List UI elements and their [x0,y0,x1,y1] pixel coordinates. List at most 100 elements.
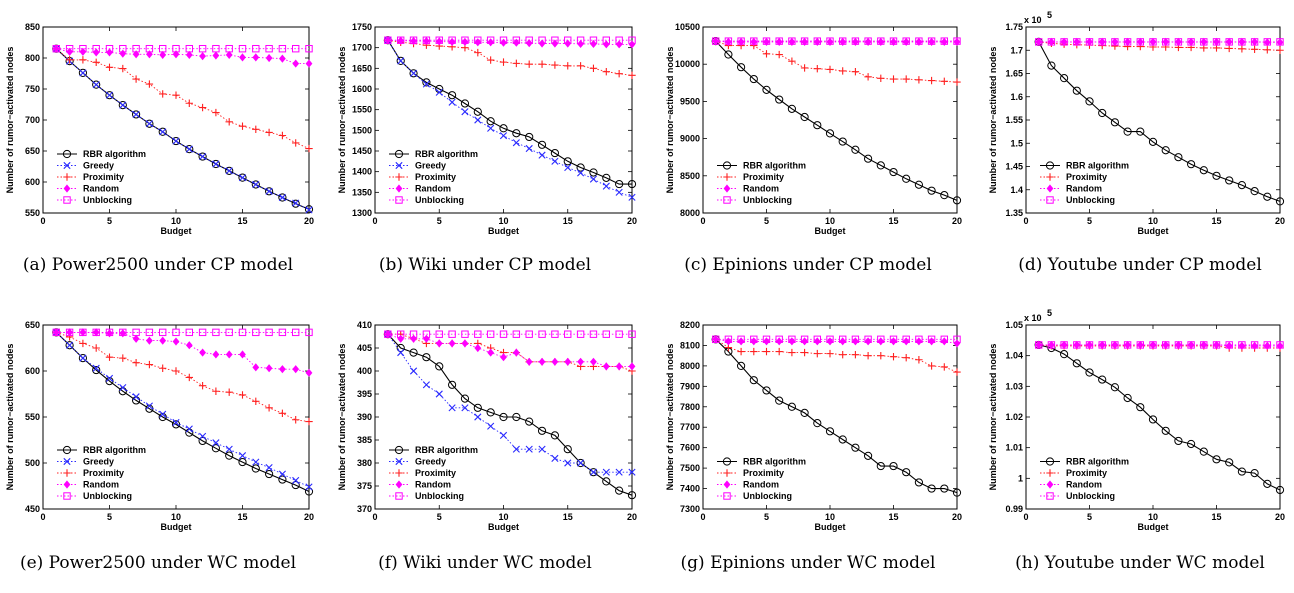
legend-item-random: Random [389,480,451,490]
data-point [63,196,71,204]
data-point [499,36,508,44]
data-point [1046,469,1054,477]
data-point [499,431,508,439]
y-tick-label: 500 [25,458,40,468]
data-point [159,128,167,136]
legend-item-random: Random [57,184,119,194]
data-point [876,161,885,170]
data-point [1046,196,1054,204]
y-tick-label: 8200 [680,320,700,330]
data-point [851,145,860,154]
data-point [185,341,193,350]
data-point [775,347,783,356]
data-point [63,161,71,170]
data-point [762,386,771,395]
data-point [525,357,533,366]
data-point [1045,457,1055,466]
data-point [1263,38,1271,46]
data-point [864,451,873,460]
data-point [397,57,405,65]
data-point [724,50,733,59]
legend-label: RBR algorithm [1066,457,1129,467]
data-point [563,445,572,454]
data-point [813,121,822,130]
data-point [279,54,286,63]
data-point [265,53,273,63]
data-point [839,37,847,45]
data-point [1085,38,1094,46]
data-point [1085,341,1094,349]
x-tick-label: 5 [764,512,769,522]
data-point [577,39,584,49]
data-point [1045,161,1055,170]
data-point [576,62,585,70]
data-point [252,328,260,337]
data-point [615,468,623,476]
data-point [940,337,948,346]
x-tick-label: 15 [237,216,247,226]
x-tick-label: 0 [700,512,705,522]
data-point [564,357,572,366]
data-point [278,45,287,53]
data-point [239,350,246,359]
data-point [589,64,598,73]
x-tick-label: 0 [1023,512,1028,522]
y-multiplier: x 10 5 [1024,308,1052,323]
data-point [395,173,403,181]
data-point [291,199,300,208]
panel-caption: (b) Wiki under CP model [379,255,591,275]
data-point [602,477,611,486]
data-point [800,408,809,418]
data-point [199,348,206,357]
legend-item-random: Random [717,184,779,194]
data-point [105,91,114,99]
plot-frame [1025,324,1281,510]
data-point [813,37,821,45]
y-tick-label: 1.45 [1005,162,1023,172]
data-point [395,457,403,466]
data-point [305,59,313,68]
data-point [902,37,910,45]
data-point [65,45,74,53]
data-point [564,36,572,44]
data-point [723,469,731,477]
data-point [105,63,114,71]
data-point [551,330,559,338]
y-tick-label: 550 [25,412,40,422]
data-point [775,335,783,344]
y-multiplier-label: x 10 [1024,15,1042,25]
data-point [105,374,114,382]
data-point [801,37,808,46]
x-tick-label: 5 [437,512,442,522]
legend-item-proximity: Proximity [389,468,456,478]
data-point [1073,38,1081,46]
data-point [750,37,758,45]
data-point [723,492,731,500]
legend-label: Random [83,480,119,490]
y-multiplier: x 10 5 [1024,10,1052,25]
data-point [62,149,72,159]
data-point [499,132,508,140]
data-point [238,173,247,182]
data-point [265,128,273,137]
data-point [1162,38,1170,46]
data-point [461,330,469,338]
legend-label: Unblocking [1066,491,1115,501]
legend-label: Unblocking [83,491,132,501]
data-point [1046,173,1054,181]
data-point [1187,341,1195,349]
data-point [238,122,247,130]
y-tick-label: 7400 [680,484,700,494]
data-point [602,330,610,338]
data-point [185,99,193,107]
data-point [1238,45,1246,53]
y-tick-label: 1.7 [1010,45,1023,55]
y-tick-label: 1350 [352,187,372,197]
data-point [145,45,154,53]
data-point [590,357,597,366]
data-point [940,484,949,493]
series-greedy [384,36,636,201]
x-tick-label: 0 [40,512,45,522]
data-point [927,335,936,344]
